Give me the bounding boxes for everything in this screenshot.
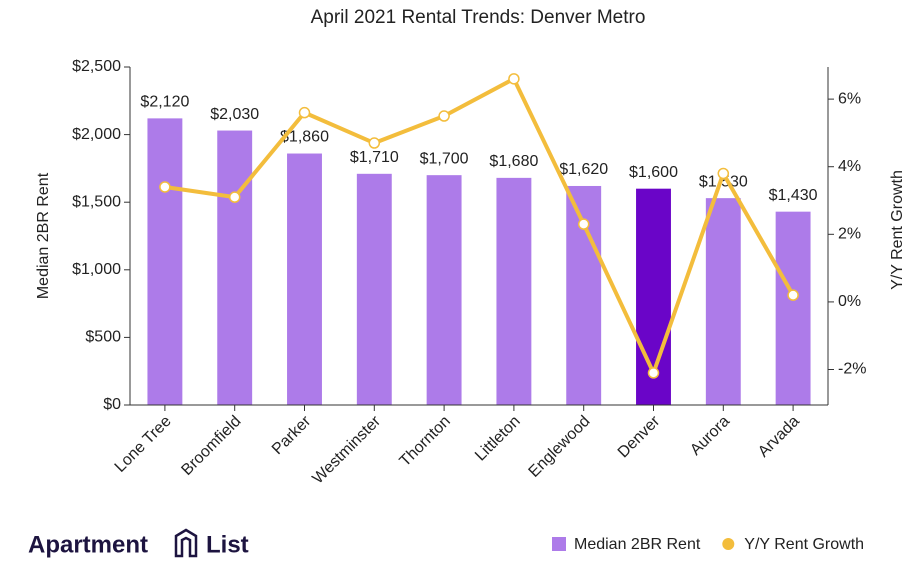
y-tick-label: $0 bbox=[103, 396, 121, 413]
data-label: $2,120 bbox=[140, 94, 189, 111]
y2-tick-label: -2% bbox=[838, 361, 866, 378]
y-tick-label: $1,500 bbox=[72, 193, 121, 210]
line-point bbox=[647, 367, 660, 379]
line-point bbox=[368, 137, 381, 149]
brand-text: List bbox=[206, 531, 249, 558]
y2-tick-label: 2% bbox=[838, 226, 861, 243]
legend-swatch bbox=[722, 538, 735, 550]
x-tick-label: Westminster bbox=[309, 412, 384, 487]
y-tick-label: $2,500 bbox=[72, 58, 121, 75]
data-label: $1,430 bbox=[769, 187, 818, 204]
x-tick-label: Aurora bbox=[687, 413, 733, 459]
bar bbox=[147, 118, 183, 405]
y-tick-label: $1,000 bbox=[72, 261, 121, 278]
bar bbox=[775, 211, 811, 405]
chart-title: April 2021 Rental Trends: Denver Metro bbox=[311, 7, 646, 28]
x-tick-label: Englewood bbox=[526, 413, 594, 481]
bar bbox=[705, 198, 741, 405]
data-label: $1,600 bbox=[629, 164, 678, 181]
x-tick-label: Parker bbox=[269, 412, 315, 458]
data-label: $1,530 bbox=[699, 173, 748, 190]
x-tick-label: Denver bbox=[615, 412, 664, 461]
line-point bbox=[159, 181, 171, 193]
y-tick-label: $2,000 bbox=[72, 126, 121, 143]
line-point bbox=[508, 73, 520, 85]
line-point bbox=[717, 167, 730, 180]
line-point bbox=[438, 110, 450, 122]
y2-axis-label: Y/Y Rent Growth bbox=[889, 170, 906, 290]
x-tick-label: Lone Tree bbox=[112, 413, 175, 476]
bar bbox=[496, 177, 532, 405]
bar bbox=[356, 173, 392, 405]
brand-text: Apartment bbox=[28, 531, 148, 558]
brand: Apartment List bbox=[28, 528, 249, 558]
bar bbox=[287, 153, 322, 405]
x-tick-label: Broomfield bbox=[178, 413, 244, 479]
bar bbox=[217, 130, 253, 405]
x-tick-label: Thornton bbox=[397, 413, 454, 470]
y2-tick-label: 4% bbox=[838, 158, 861, 175]
data-label: $2,030 bbox=[210, 106, 259, 123]
legend-swatch bbox=[552, 537, 566, 551]
y-axis-label: Median 2BR Rent bbox=[35, 172, 52, 299]
data-label: $1,860 bbox=[280, 129, 329, 146]
brand-icon bbox=[174, 528, 198, 558]
y-tick-label: $500 bbox=[85, 329, 121, 346]
y2-tick-label: 6% bbox=[838, 90, 861, 107]
line-point bbox=[298, 106, 311, 119]
data-label: $1,700 bbox=[420, 150, 469, 167]
x-tick-label: Littleton bbox=[472, 413, 524, 465]
legend-label: Y/Y Rent Growth bbox=[744, 536, 864, 553]
line-point bbox=[228, 191, 241, 203]
data-label: $1,620 bbox=[559, 161, 608, 178]
data-label: $1,680 bbox=[489, 153, 538, 170]
data-label: $1,710 bbox=[350, 149, 399, 166]
line-point bbox=[787, 289, 799, 301]
legend-label: Median 2BR Rent bbox=[574, 536, 701, 553]
bar bbox=[426, 175, 462, 405]
y2-tick-label: 0% bbox=[838, 293, 861, 310]
line-point bbox=[577, 218, 590, 230]
line bbox=[164, 76, 795, 375]
x-tick-label: Arvada bbox=[755, 413, 803, 461]
